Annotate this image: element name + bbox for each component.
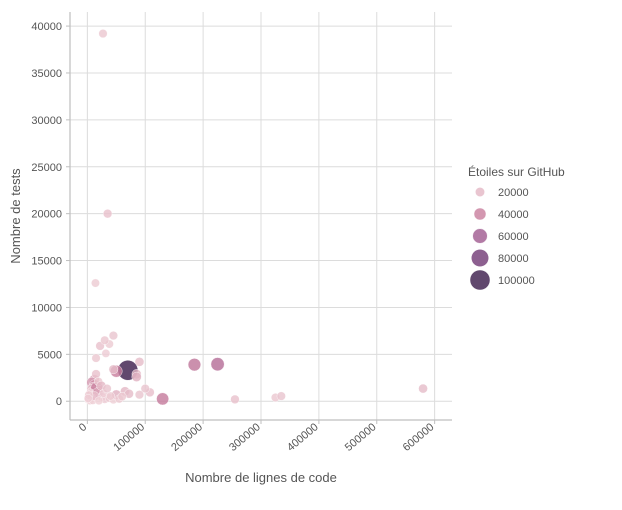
y-tick-label: 25000 (31, 162, 62, 174)
data-point (156, 393, 168, 405)
y-tick-label: 15000 (31, 256, 62, 268)
data-point (103, 209, 112, 218)
chart-svg: 0100000200000300000400000500000600000Nom… (0, 0, 622, 510)
y-tick-label: 20000 (31, 209, 62, 221)
x-axis-label: Nombre de lignes de code (185, 470, 337, 485)
y-tick-label: 35000 (31, 68, 62, 80)
legend-marker (470, 270, 490, 290)
legend-marker (474, 208, 486, 220)
data-point (103, 384, 112, 393)
y-tick-label: 0 (56, 396, 62, 408)
data-point (109, 331, 118, 340)
data-point (277, 392, 286, 401)
data-point (109, 365, 118, 374)
legend-marker (475, 187, 484, 196)
data-point (91, 279, 99, 287)
data-point (102, 349, 110, 357)
legend-label: 20000 (498, 187, 529, 199)
legend-title: Étoiles sur GitHub (468, 164, 565, 179)
data-point (95, 397, 103, 405)
scatter-chart: 0100000200000300000400000500000600000Nom… (0, 0, 622, 510)
data-point (106, 392, 114, 400)
data-point (188, 358, 201, 371)
data-point (132, 372, 142, 382)
legend-marker (471, 249, 488, 266)
data-point (211, 358, 224, 371)
data-point (92, 354, 101, 363)
y-axis-label: Nombre de tests (8, 168, 23, 264)
data-point (100, 336, 109, 345)
data-point (419, 384, 428, 393)
data-point (231, 395, 240, 404)
y-tick-label: 40000 (31, 21, 62, 33)
y-tick-label: 10000 (31, 302, 62, 314)
y-tick-label: 5000 (38, 349, 62, 361)
data-point (99, 29, 108, 38)
data-point (92, 370, 101, 379)
legend-marker (473, 229, 488, 244)
data-point (84, 394, 92, 402)
data-point (118, 392, 127, 401)
data-point (141, 384, 150, 393)
legend-label: 60000 (498, 231, 529, 243)
legend-label: 80000 (498, 253, 529, 265)
legend-label: 40000 (498, 209, 529, 221)
y-tick-label: 30000 (31, 115, 62, 127)
legend-label: 100000 (498, 275, 535, 287)
